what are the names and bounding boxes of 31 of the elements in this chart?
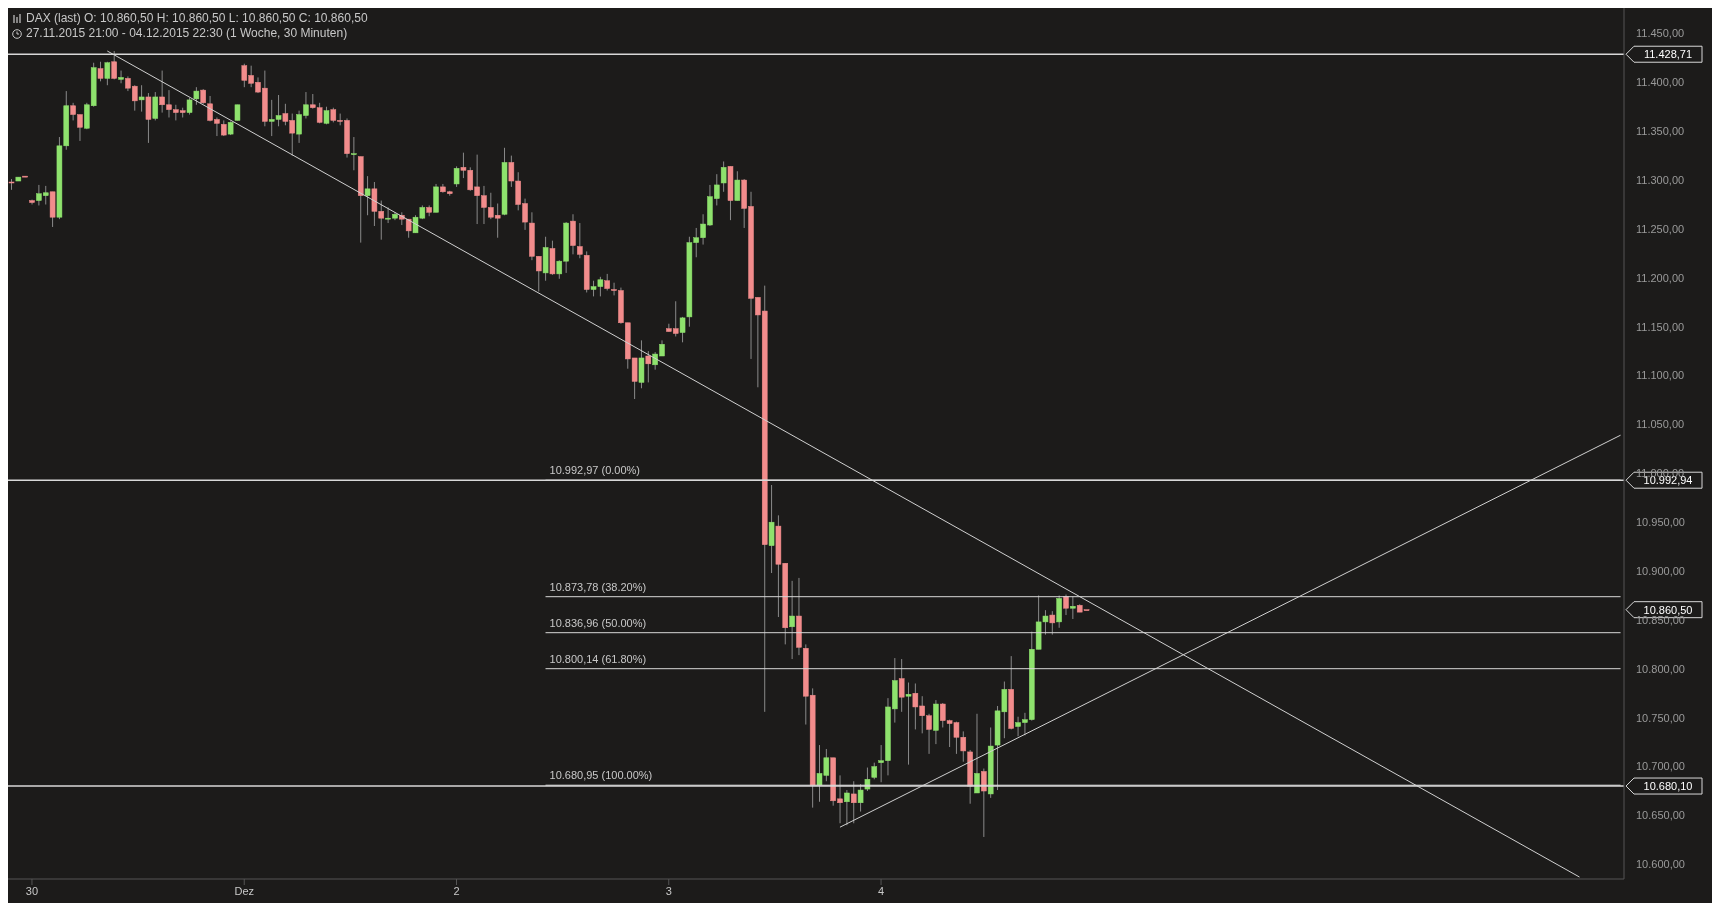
ref-line-label: 10.680,10 [1643,780,1693,793]
y-tick-label: 11.400,00 [1636,76,1685,89]
ref-line-label: 11.428,71 [1643,48,1693,61]
y-tick-label: 11.350,00 [1636,125,1685,138]
y-tick-label: 10.700,00 [1636,760,1685,773]
chart-title: DAX (last) O: 10.860,50 H: 10.860,50 L: 10.860,50 C: 10.860,50 [26,11,368,26]
y-tick-label: 11.150,00 [1636,320,1685,333]
series-label: 10.873,78 (38.20%) [549,580,647,593]
y-tick-label: 11.450,00 [1636,27,1685,40]
y-tick-label: 11.050,00 [1636,418,1685,431]
y-tick-label: 10.900,00 [1636,564,1685,577]
text: 10.860,50 [1643,603,1693,616]
y-tick-label: 10.750,00 [1636,711,1685,724]
y-tick-label: 10.650,00 [1636,809,1685,822]
y-tick-label: 11.200,00 [1636,271,1685,284]
x-tick-label: Dez [234,884,255,897]
y-tick-label: 10.950,00 [1636,516,1685,529]
series-label: 10.680,95 (100.00%) [549,769,653,782]
y-tick-label: 10.800,00 [1636,662,1685,675]
y-tick-label: 11.300,00 [1636,173,1685,186]
series-label: 10.992,97 (0.00%) [549,464,641,477]
y-tick-label: 10.600,00 [1636,858,1685,871]
series-label: 10.836,96 (50.00%) [549,616,647,629]
x-tick-label: 3 [665,884,672,897]
text: 27.11.2015 21:00 - 04.12.2015 22:30 (1 Woche, 30 Minuten) [26,26,348,41]
x-tick-label: 4 [877,884,885,897]
y-tick-label: 11.250,00 [1636,222,1685,235]
y-tick-label: 11.100,00 [1636,369,1685,382]
x-tick-label: 30 [25,884,39,897]
series-label: 10.800,14 (61.80%) [549,652,647,665]
x-tick-label: 2 [453,884,460,897]
